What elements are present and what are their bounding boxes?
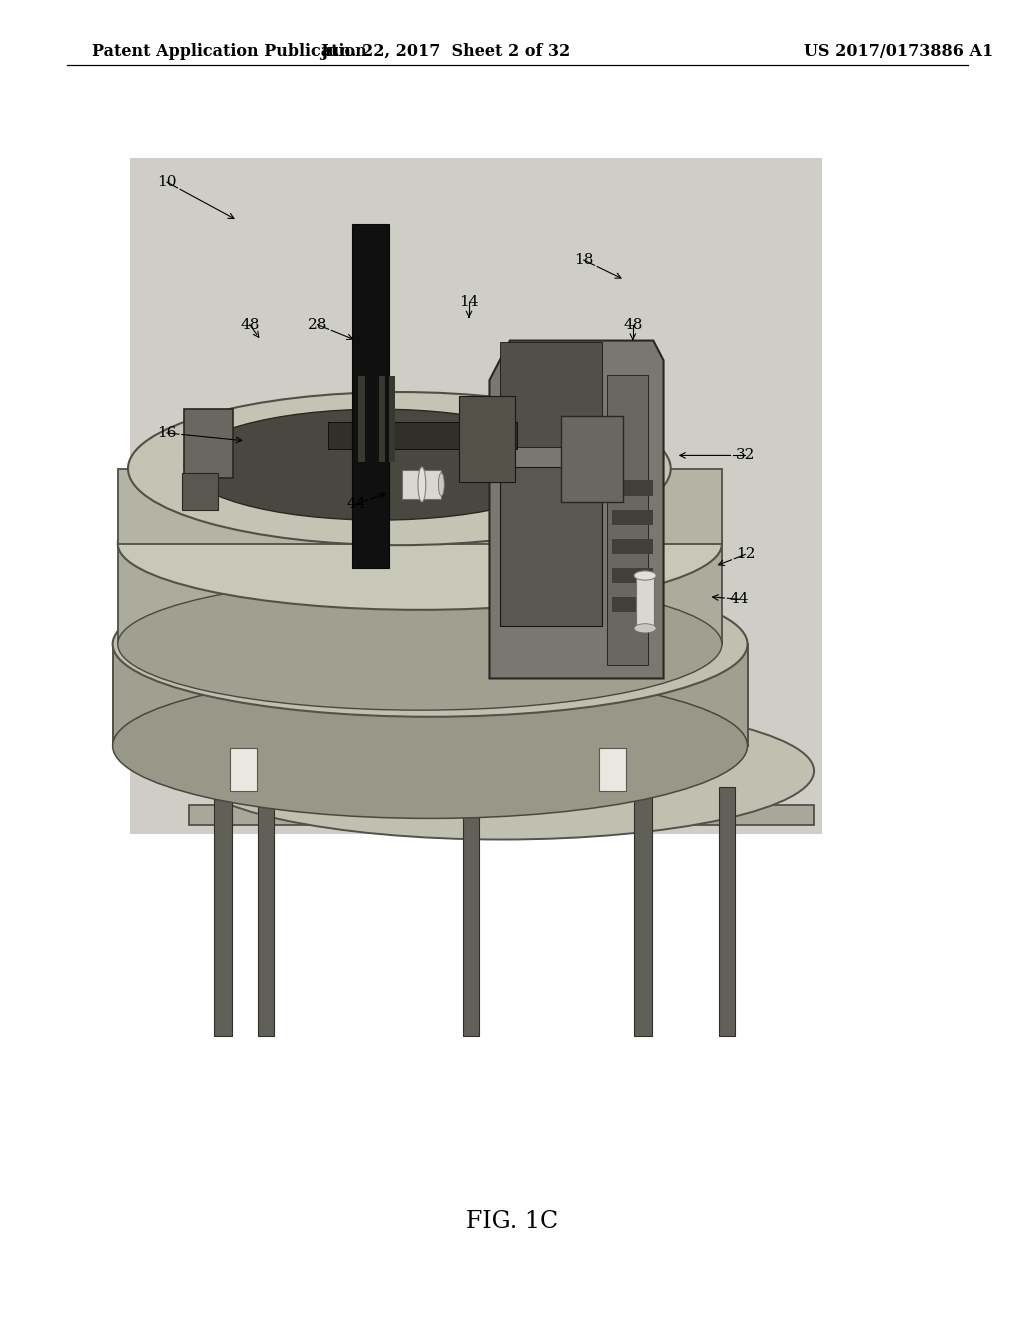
Bar bbox=[612, 510, 653, 525]
Bar bbox=[379, 376, 385, 462]
Bar bbox=[230, 748, 257, 791]
Bar bbox=[463, 787, 479, 1036]
Bar bbox=[634, 787, 652, 1036]
Text: Jun. 22, 2017  Sheet 2 of 32: Jun. 22, 2017 Sheet 2 of 32 bbox=[321, 44, 570, 59]
Bar bbox=[612, 568, 653, 583]
Text: 44: 44 bbox=[346, 498, 367, 511]
Text: FIG. 1C: FIG. 1C bbox=[466, 1209, 558, 1233]
Bar bbox=[358, 376, 365, 462]
Bar bbox=[258, 787, 274, 1036]
Ellipse shape bbox=[634, 624, 656, 632]
Bar bbox=[352, 224, 389, 568]
Text: 10: 10 bbox=[157, 176, 177, 189]
Text: 32: 32 bbox=[736, 449, 755, 462]
Ellipse shape bbox=[118, 478, 722, 610]
Bar bbox=[612, 597, 653, 612]
Ellipse shape bbox=[128, 392, 671, 545]
Bar bbox=[459, 396, 515, 482]
Bar bbox=[612, 480, 653, 496]
Text: 14: 14 bbox=[459, 296, 479, 309]
Ellipse shape bbox=[634, 572, 656, 579]
Ellipse shape bbox=[438, 473, 444, 496]
Bar bbox=[214, 787, 232, 1036]
Ellipse shape bbox=[118, 578, 722, 710]
Polygon shape bbox=[118, 544, 722, 644]
Polygon shape bbox=[118, 469, 722, 544]
Bar bbox=[328, 422, 517, 449]
Polygon shape bbox=[189, 805, 814, 825]
Bar bbox=[561, 416, 623, 502]
Bar bbox=[182, 473, 218, 510]
Text: 16: 16 bbox=[157, 426, 177, 440]
Bar bbox=[402, 470, 441, 499]
Bar bbox=[500, 342, 602, 447]
Bar bbox=[130, 158, 822, 834]
Bar bbox=[389, 376, 395, 462]
Text: US 2017/0173886 A1: US 2017/0173886 A1 bbox=[805, 44, 993, 59]
Ellipse shape bbox=[184, 409, 573, 520]
Polygon shape bbox=[113, 644, 748, 746]
Text: 44: 44 bbox=[729, 593, 750, 606]
Bar bbox=[607, 375, 648, 665]
Ellipse shape bbox=[113, 673, 748, 818]
Polygon shape bbox=[489, 341, 664, 678]
Text: 18: 18 bbox=[574, 253, 593, 267]
Text: 48: 48 bbox=[241, 318, 259, 331]
Bar bbox=[636, 576, 654, 628]
Text: 28: 28 bbox=[308, 318, 327, 331]
Bar bbox=[719, 787, 735, 1036]
Bar bbox=[612, 539, 653, 554]
Ellipse shape bbox=[113, 572, 748, 717]
Ellipse shape bbox=[189, 702, 814, 840]
Text: 12: 12 bbox=[735, 548, 756, 561]
Text: 48: 48 bbox=[624, 318, 642, 331]
Bar bbox=[184, 409, 233, 478]
Bar bbox=[599, 748, 626, 791]
Text: Patent Application Publication: Patent Application Publication bbox=[92, 44, 367, 59]
Bar bbox=[500, 467, 602, 626]
Ellipse shape bbox=[418, 467, 426, 502]
